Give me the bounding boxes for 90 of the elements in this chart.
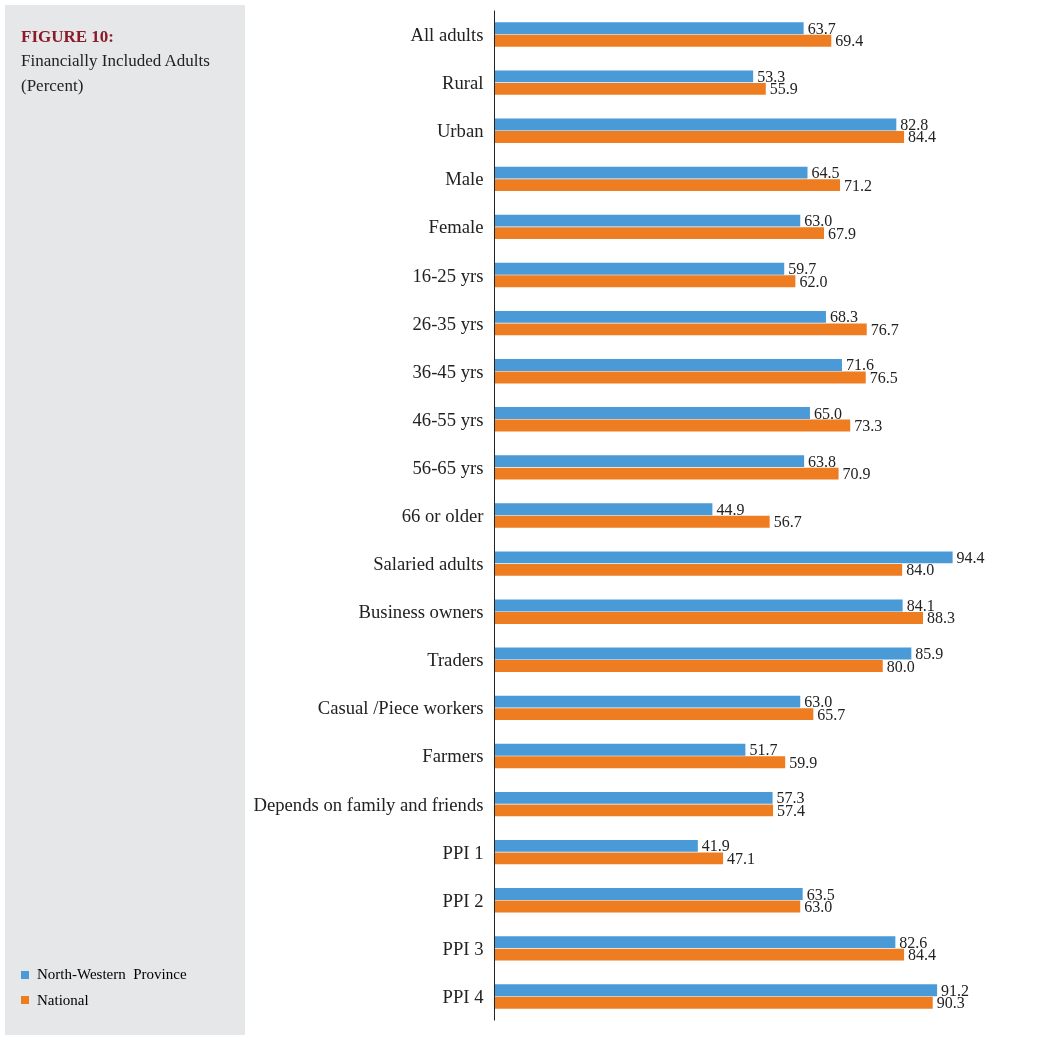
data-label: 71.2 [844, 176, 873, 194]
bar [494, 756, 786, 769]
data-label: 59.9 [789, 753, 818, 771]
legend-label: North-Western Province [37, 965, 187, 985]
y-tick-label: All adults [410, 24, 484, 46]
text: FIGURE 10: [21, 26, 116, 48]
data-label: 47.1 [727, 849, 756, 867]
y-tick-label: Depends on family and friends [253, 793, 484, 815]
y-tick-label: 16-25 yrs [412, 264, 484, 286]
y-tick-label: Male [445, 168, 484, 190]
data-label: 41.9 [701, 837, 730, 855]
y-tick-label: PPI 2 [442, 889, 484, 911]
data-label: 84.0 [906, 561, 935, 579]
data-label: 82.8 [900, 115, 929, 133]
bar [494, 179, 841, 192]
bar [494, 948, 905, 961]
legend-label: National [37, 990, 89, 1010]
bar [494, 839, 698, 852]
bar [494, 900, 801, 913]
y-tick-label: PPI 4 [442, 985, 485, 1007]
bar [494, 996, 933, 1009]
bar [494, 275, 796, 288]
data-label: 44.9 [716, 500, 745, 518]
bar [494, 118, 897, 131]
y-tick-label: Urban [436, 120, 485, 142]
data-label: 68.3 [829, 308, 858, 326]
bar [494, 743, 746, 756]
data-label: 73.3 [854, 417, 883, 435]
y-tick-label: 46-55 yrs [412, 408, 484, 430]
bar [494, 708, 814, 721]
bar [494, 467, 839, 480]
bar [494, 695, 801, 708]
bar [494, 323, 867, 336]
bar [494, 310, 826, 323]
y-tick-label: 26-35 yrs [412, 312, 484, 334]
bar [494, 660, 883, 672]
data-label: 64.5 [811, 164, 840, 182]
bar [494, 515, 770, 528]
text: Financially Included Adults (Percent) [21, 50, 211, 97]
bar [494, 419, 851, 432]
y-tick-label: PPI 3 [442, 937, 484, 959]
data-label: 76.7 [870, 320, 899, 338]
data-label: 84.1 [906, 596, 935, 614]
bar [494, 599, 903, 612]
y-tick-label: 66 or older [401, 505, 485, 526]
y-tick-label: Female [428, 216, 484, 238]
y-tick-label: Business owners [358, 601, 484, 623]
bar [494, 804, 774, 817]
bar [494, 551, 953, 564]
data-label: 65.0 [813, 404, 842, 422]
bar [494, 984, 938, 997]
y-tick-label: 56-65 yrs [412, 456, 484, 478]
bar [494, 407, 810, 419]
data-label: 53.3 [757, 67, 786, 85]
bar [494, 82, 766, 95]
data-label: 56.7 [773, 513, 802, 531]
bar [494, 131, 905, 143]
bar [494, 166, 808, 179]
bar [494, 888, 803, 900]
bar [494, 647, 912, 660]
data-label: 69.4 [835, 32, 864, 50]
bar [494, 70, 754, 83]
data-label: 85.9 [915, 645, 944, 663]
y-tick-label: 36-45 yrs [412, 360, 484, 382]
data-label: 63.8 [808, 452, 837, 470]
y-tick-label: PPI 1 [442, 841, 484, 863]
bar [494, 791, 773, 804]
bar [494, 359, 842, 371]
bar [494, 22, 804, 35]
y-tick-label: Rural [442, 72, 484, 94]
bar [494, 34, 832, 47]
y-tick-label: Salaried adults [373, 553, 484, 575]
data-label: 70.9 [842, 465, 871, 483]
bar [494, 563, 903, 576]
data-label: 63.7 [807, 19, 836, 37]
bar [494, 262, 785, 275]
bar [494, 227, 825, 240]
y-tick-label: Traders [427, 649, 484, 671]
bar [494, 936, 896, 949]
bar [494, 455, 805, 468]
data-label: 94.4 [956, 548, 985, 566]
bar [494, 852, 724, 865]
bar [494, 612, 924, 624]
y-tick-label: Farmers [422, 745, 484, 767]
bar [494, 503, 713, 516]
bar [494, 371, 866, 384]
data-label: 51.7 [749, 741, 778, 759]
data-label: 80.0 [886, 657, 915, 675]
bar [494, 214, 801, 227]
y-tick-label: Casual /Piece workers [317, 697, 484, 719]
